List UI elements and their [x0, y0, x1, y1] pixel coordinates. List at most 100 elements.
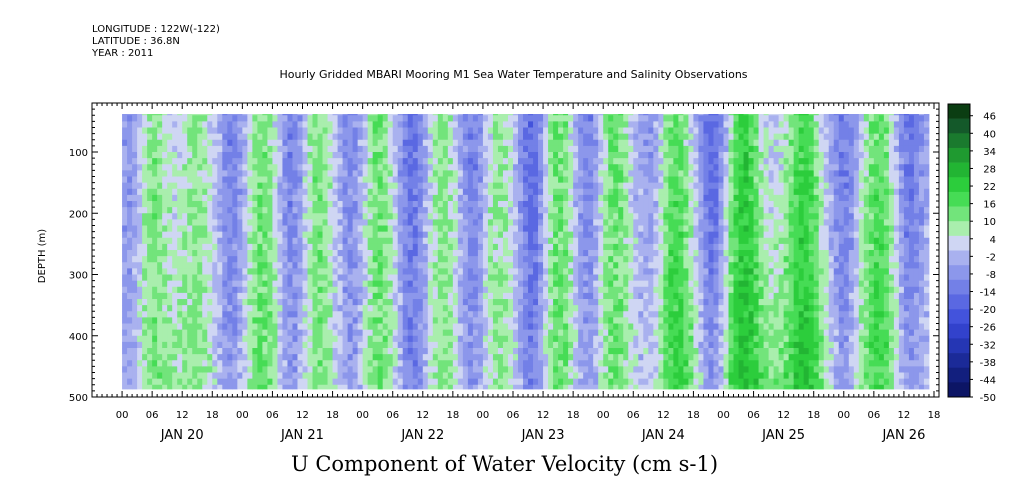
heatmap-cell: [638, 280, 644, 288]
heatmap-cell: [157, 188, 163, 196]
heatmap-cell: [497, 207, 504, 214]
heatmap-cell: [623, 305, 629, 312]
heatmap-cell: [593, 121, 599, 128]
heatmap-cell: [628, 317, 634, 324]
heatmap-cell: [227, 323, 233, 331]
heatmap-cell: [583, 127, 589, 135]
heatmap-cell: [613, 201, 619, 208]
heatmap-cell: [352, 237, 359, 245]
heatmap-cell: [643, 219, 649, 226]
heatmap-cell: [342, 292, 348, 300]
heatmap-cell: [412, 341, 419, 349]
heatmap-cell: [427, 274, 434, 282]
heatmap-cell: [437, 335, 444, 343]
heatmap-cell: [127, 114, 133, 116]
heatmap-cell: [558, 256, 564, 263]
heatmap-cell: [407, 243, 414, 251]
heatmap-cell: [648, 188, 654, 196]
heatmap-cell: [162, 176, 168, 184]
heatmap-cell: [372, 237, 379, 245]
heatmap-cell: [437, 348, 444, 355]
heatmap-cell: [447, 280, 454, 288]
heatmap-cell: [262, 152, 268, 159]
heatmap-cell: [377, 256, 384, 263]
heatmap-cell: [442, 219, 449, 226]
heatmap-cell: [272, 292, 278, 300]
heatmap-cell: [538, 243, 544, 251]
heatmap-cell: [172, 158, 178, 165]
heatmap-cell: [593, 115, 599, 122]
heatmap-cell: [287, 305, 293, 312]
heatmap-cell: [392, 341, 399, 349]
heatmap-cell: [297, 317, 303, 324]
heatmap-cell: [518, 231, 524, 239]
heatmap-cell: [152, 286, 158, 294]
heatmap-cell: [412, 335, 419, 343]
heatmap-cell: [147, 366, 153, 373]
heatmap-cell: [177, 127, 183, 135]
heatmap-cell: [512, 366, 519, 373]
heatmap-cell: [157, 145, 163, 153]
heatmap-cell: [452, 280, 459, 288]
heatmap-cell: [628, 335, 634, 343]
heatmap-cell: [437, 262, 444, 269]
heatmap-cell: [247, 348, 253, 355]
heatmap-cell: [583, 317, 589, 324]
heatmap-cell: [237, 268, 243, 275]
heatmap-cell: [132, 341, 138, 349]
heatmap-cell: [287, 145, 293, 153]
heatmap-cell: [523, 170, 529, 177]
heatmap-cell: [583, 335, 589, 343]
heatmap-cell: [177, 250, 183, 257]
heatmap-cell: [192, 170, 198, 177]
heatmap-cell: [177, 231, 183, 239]
heatmap-cell: [212, 207, 218, 214]
heatmap-cell: [277, 182, 283, 190]
heatmap-cell: [502, 145, 509, 153]
heatmap-cell: [267, 323, 273, 331]
heatmap-cell: [613, 121, 619, 128]
heatmap-cell: [638, 250, 644, 257]
heatmap-cell: [182, 115, 188, 122]
heatmap-cell: [512, 243, 519, 251]
heatmap-cell: [167, 323, 173, 331]
heatmap-cell: [643, 121, 649, 128]
heatmap-cell: [212, 158, 218, 165]
heatmap-cell: [598, 250, 604, 257]
heatmap-cell: [142, 323, 148, 331]
heatmap-cell: [502, 372, 509, 380]
heatmap-cell: [578, 164, 584, 171]
heatmap-cell: [658, 182, 664, 190]
heatmap-cell: [502, 158, 509, 165]
heatmap-cell: [357, 219, 364, 226]
heatmap-cell: [467, 262, 474, 269]
heatmap-cell: [342, 286, 348, 294]
heatmap-cell: [287, 182, 293, 190]
heatmap-cell: [518, 256, 524, 263]
heatmap-cell: [613, 139, 619, 147]
heatmap-cell: [312, 292, 318, 300]
heatmap-cell: [487, 378, 494, 386]
heatmap-cell: [232, 182, 238, 190]
heatmap-cell: [332, 341, 338, 349]
heatmap-cell: [242, 341, 248, 349]
heatmap-cell: [307, 354, 313, 361]
heatmap-cell: [633, 121, 639, 128]
heatmap-cell: [237, 274, 243, 282]
heatmap-cell: [212, 280, 218, 288]
heatmap-cell: [342, 201, 348, 208]
heatmap-cell: [492, 145, 499, 153]
heatmap-cell: [187, 243, 193, 251]
heatmap-cell: [267, 115, 273, 122]
heatmap-cell: [482, 194, 489, 202]
heatmap-cell: [492, 170, 499, 177]
heatmap-cell: [633, 268, 639, 275]
heatmap-cell: [387, 176, 394, 184]
heatmap-cell: [227, 201, 233, 208]
heatmap-cell: [613, 341, 619, 349]
heatmap-cell: [502, 225, 509, 233]
heatmap-cell: [643, 176, 649, 184]
heatmap-cell: [618, 201, 624, 208]
heatmap-cell: [357, 250, 364, 257]
heatmap-cell: [633, 274, 639, 282]
